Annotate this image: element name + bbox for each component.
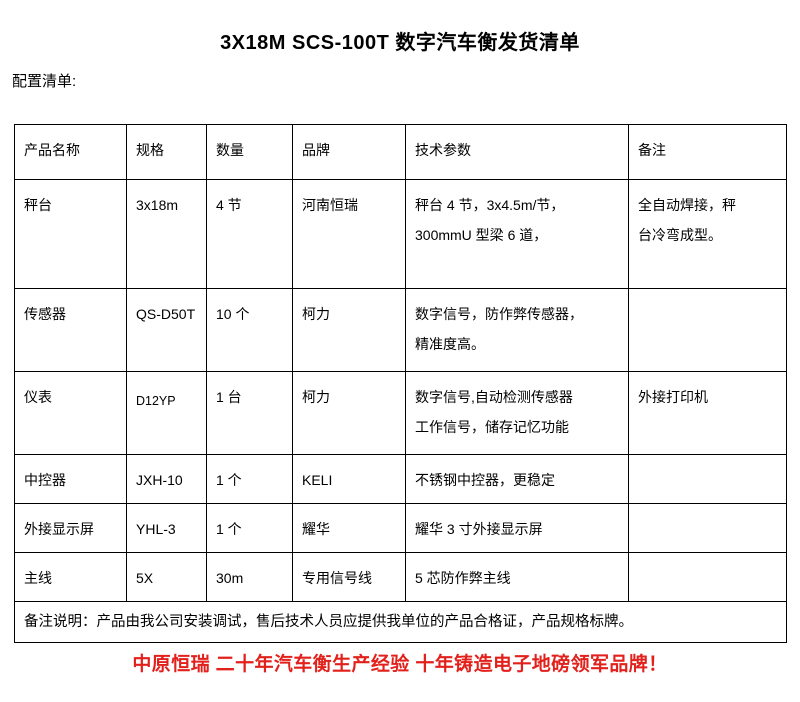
cell-remark: [628, 552, 787, 602]
page-title: 3X18M SCS-100T 数字汽车衡发货清单: [220, 32, 580, 54]
specification-table: 产品名称 规格 数量 品牌 技术参数 备注 秤台 3x18m 4 节 河南恒瑞 …: [14, 124, 787, 643]
param-line-1: 数字信号，防作弊传感器，: [415, 306, 583, 322]
configuration-list-label: 配置清单:: [12, 73, 77, 90]
remark-line-2: 台冷弯成型。: [638, 227, 722, 243]
cell-technical-parameters: 秤台 4 节，3x4.5m/节， 300mmU 型梁 6 道，: [405, 179, 629, 289]
cell-remark: [628, 288, 787, 372]
table-row: 仪表 D12YP 1 台 柯力 数字信号,自动检测传感器 工作信号，储存记忆功能…: [14, 371, 787, 455]
table-row: 秤台 3x18m 4 节 河南恒瑞 秤台 4 节，3x4.5m/节， 300mm…: [14, 179, 787, 289]
table-row: 中控器 JXH-10 1 个 KELI 不锈钢中控器，更稳定: [14, 454, 787, 504]
cell-brand: 专用信号线: [292, 552, 406, 602]
cell-technical-parameters: 数字信号,自动检测传感器 工作信号，储存记忆功能: [405, 371, 629, 455]
cell-product-name: 外接显示屏: [14, 503, 127, 553]
cell-brand: 柯力: [292, 288, 406, 372]
cell-brand: KELI: [292, 454, 406, 504]
header-quantity: 数量: [206, 124, 293, 180]
table-header-row: 产品名称 规格 数量 品牌 技术参数 备注: [14, 124, 787, 180]
cell-specification: JXH-10: [126, 454, 207, 504]
cell-technical-parameters: 耀华 3 寸外接显示屏: [405, 503, 629, 553]
cell-specification: QS-D50T: [126, 288, 207, 372]
spec-table-container: 产品名称 规格 数量 品牌 技术参数 备注 秤台 3x18m 4 节 河南恒瑞 …: [14, 124, 787, 643]
cell-remark: 外接打印机: [628, 371, 787, 455]
param-line-2: 300mmU 型梁 6 道，: [415, 227, 548, 243]
cell-technical-parameters: 数字信号，防作弊传感器， 精准度高。: [405, 288, 629, 372]
cell-brand: 耀华: [292, 503, 406, 553]
cell-product-name: 秤台: [14, 179, 127, 289]
cell-quantity: 1 个: [206, 503, 293, 553]
table-note: 备注说明：产品由我公司安装调试，售后技术人员应提供我单位的产品合格证，产品规格标…: [14, 601, 787, 643]
param-line-1: 秤台 4 节，3x4.5m/节，: [415, 197, 565, 213]
param-line-2: 精准度高。: [415, 336, 485, 352]
header-product-name: 产品名称: [14, 124, 127, 180]
header-remark: 备注: [628, 124, 787, 180]
table-note-row: 备注说明：产品由我公司安装调试，售后技术人员应提供我单位的产品合格证，产品规格标…: [14, 601, 787, 643]
cell-remark: [628, 454, 787, 504]
company-tagline: 中原恒瑞 二十年汽车衡生产经验 十年铸造电子地磅领军品牌！: [132, 654, 668, 675]
cell-specification: 5X: [126, 552, 207, 602]
remark-line-1: 全自动焊接，秤: [638, 197, 736, 213]
cell-quantity: 30m: [206, 552, 293, 602]
cell-quantity: 1 台: [206, 371, 293, 455]
cell-specification: YHL-3: [126, 503, 207, 553]
cell-product-name: 仪表: [14, 371, 127, 455]
cell-specification: 3x18m: [126, 179, 207, 289]
cell-specification: D12YP: [126, 371, 207, 455]
cell-quantity: 4 节: [206, 179, 293, 289]
cell-brand: 河南恒瑞: [292, 179, 406, 289]
header-brand: 品牌: [292, 124, 406, 180]
cell-technical-parameters: 5 芯防作弊主线: [405, 552, 629, 602]
param-line-2: 工作信号，储存记忆功能: [415, 419, 569, 435]
cell-quantity: 10 个: [206, 288, 293, 372]
cell-remark: 全自动焊接，秤 台冷弯成型。: [628, 179, 787, 289]
table-row: 传感器 QS-D50T 10 个 柯力 数字信号，防作弊传感器， 精准度高。: [14, 288, 787, 372]
cell-product-name: 中控器: [14, 454, 127, 504]
header-specification: 规格: [126, 124, 207, 180]
cell-product-name: 传感器: [14, 288, 127, 372]
cell-technical-parameters: 不锈钢中控器，更稳定: [405, 454, 629, 504]
cell-remark: [628, 503, 787, 553]
table-row: 外接显示屏 YHL-3 1 个 耀华 耀华 3 寸外接显示屏: [14, 503, 787, 553]
cell-brand: 柯力: [292, 371, 406, 455]
spec-text: D12YP: [136, 394, 176, 408]
header-technical-parameters: 技术参数: [405, 124, 629, 180]
cell-product-name: 主线: [14, 552, 127, 602]
cell-quantity: 1 个: [206, 454, 293, 504]
param-line-1: 数字信号,自动检测传感器: [415, 389, 573, 405]
table-row: 主线 5X 30m 专用信号线 5 芯防作弊主线: [14, 552, 787, 602]
